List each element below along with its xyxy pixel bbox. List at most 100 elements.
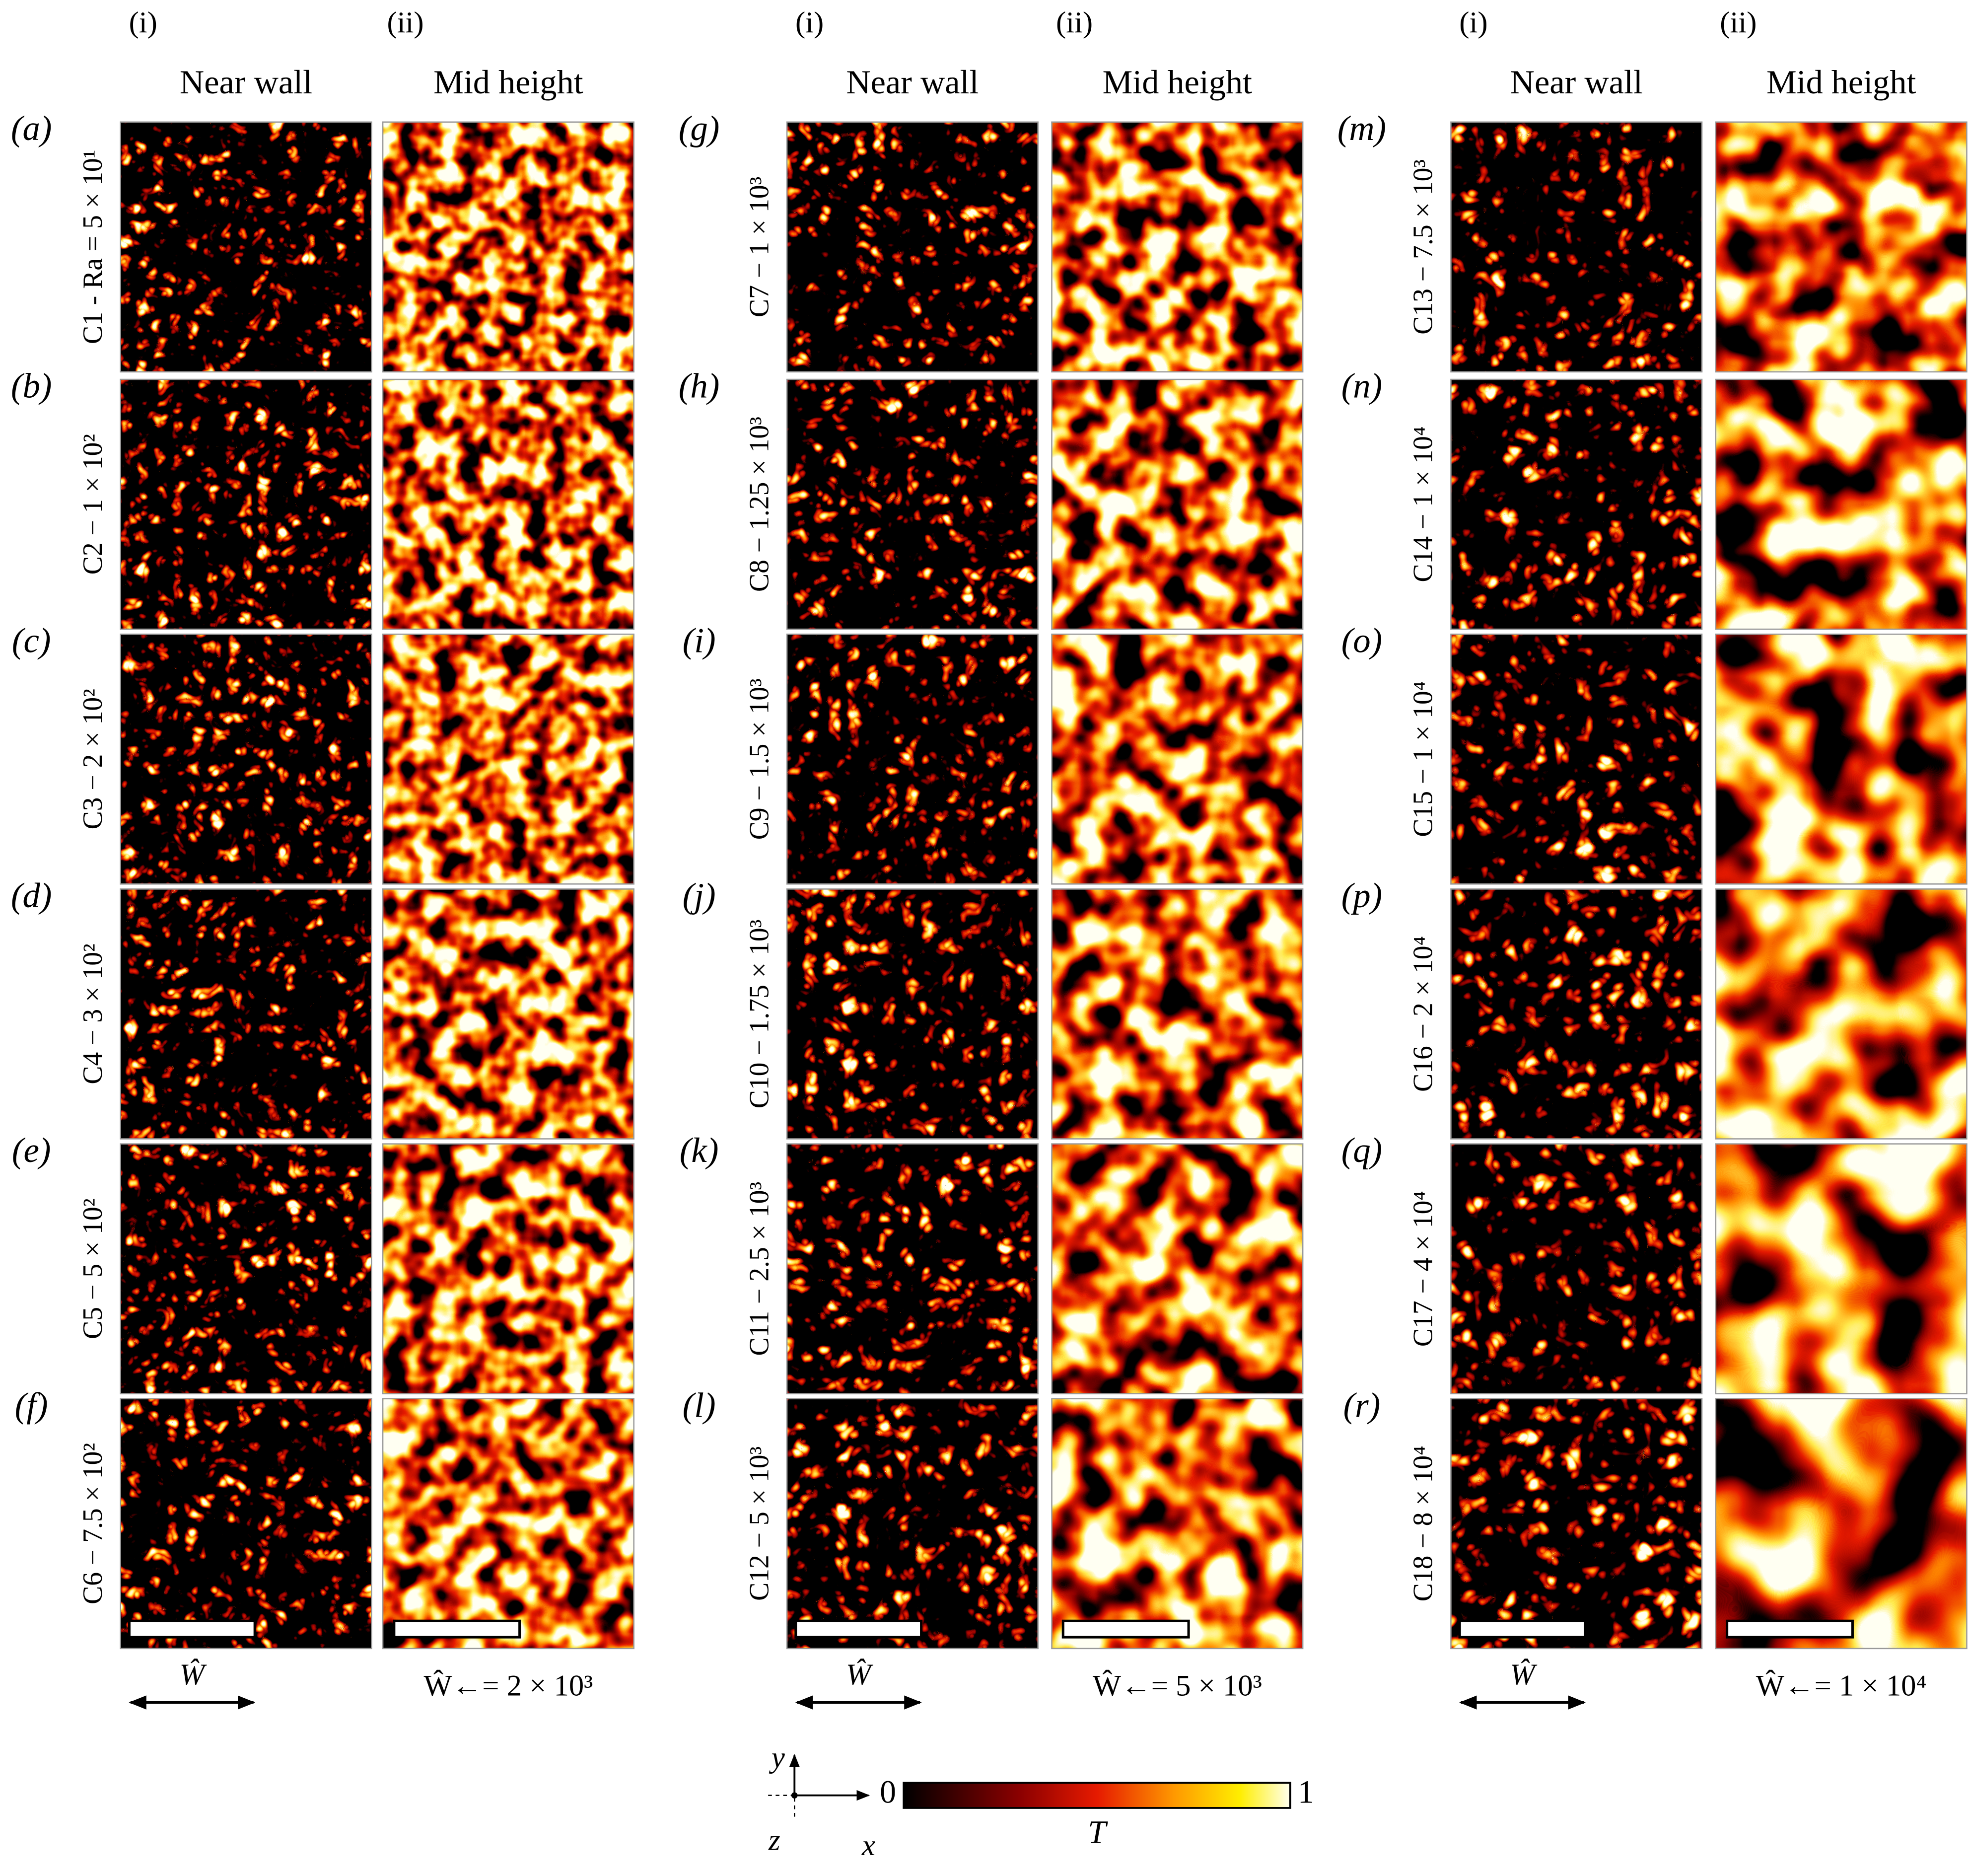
panel-label: (m) [1337, 109, 1386, 148]
axis-label: y [769, 1741, 785, 1774]
column-header: Near wall [180, 63, 312, 101]
column-index: (i) [795, 6, 824, 39]
near-wall-field [787, 379, 1038, 630]
mid-height-field [1715, 634, 1967, 884]
case-label: C5 − 5 × 10² [77, 1198, 108, 1339]
case-label: C17 − 4 × 10⁴ [1408, 1191, 1439, 1347]
near-wall-field [787, 889, 1038, 1139]
near-wall-field [120, 1398, 372, 1649]
scale-symbol: Ŵ [846, 1658, 874, 1691]
case-label: C11 − 2.5 × 10³ [744, 1182, 774, 1356]
axis-label: x [861, 1829, 875, 1862]
panel-label: (e) [12, 1131, 51, 1170]
panel-border [382, 1143, 634, 1394]
panel-border [1450, 121, 1703, 373]
panel-label: (p) [1341, 876, 1383, 915]
case-label: C6 − 7.5 × 10² [77, 1443, 108, 1604]
mid-height-field [383, 122, 634, 372]
near-wall-field [120, 634, 372, 884]
panel-border [786, 888, 1039, 1140]
mid-height-field [1715, 122, 1967, 372]
near-wall-field [120, 379, 372, 630]
panel-border [382, 633, 634, 885]
panel-label: (f) [15, 1386, 48, 1425]
scale-symbol: Ŵ [180, 1658, 208, 1691]
panel-border [1051, 121, 1304, 373]
scale-bar [1726, 1619, 1854, 1639]
mid-height-field [383, 1144, 634, 1394]
axis-label: z [768, 1824, 780, 1857]
panel-border [786, 378, 1039, 630]
case-label: C13 − 7.5 × 10³ [1408, 159, 1439, 335]
colorbar [903, 1782, 1291, 1809]
panel-label: (i) [683, 622, 716, 660]
colorbar-tick-label: 1 [1298, 1774, 1314, 1810]
case-label: C3 − 2 × 10² [77, 689, 108, 829]
panel-label: (d) [11, 876, 52, 915]
column-header: Mid height [1766, 63, 1916, 101]
near-wall-field [1451, 1144, 1702, 1394]
mid-height-field [1052, 1398, 1303, 1649]
column-index: (i) [129, 6, 157, 39]
case-label: C1 - Ra = 5 × 10¹ [77, 150, 108, 344]
panel-border [1450, 1143, 1703, 1394]
near-wall-field [787, 634, 1038, 884]
panel-border [1715, 1398, 1968, 1650]
column-index: (i) [1459, 6, 1487, 39]
panel-border [120, 633, 372, 885]
case-label: C10 − 1.75 × 10³ [744, 920, 774, 1109]
panel-border [1450, 1398, 1703, 1650]
panel-border [786, 1398, 1039, 1650]
colorbar-tick-label: 0 [880, 1774, 896, 1810]
scale-bar [794, 1619, 923, 1639]
panel-label: (c) [12, 622, 51, 660]
case-label: C8 − 1.25 × 10³ [744, 417, 774, 592]
panel-border [382, 1398, 634, 1650]
panel-border [786, 1143, 1039, 1394]
near-wall-field [1451, 1398, 1702, 1649]
near-wall-field [787, 122, 1038, 372]
panel-label: (b) [11, 366, 52, 405]
case-label: C7 − 1 × 10³ [744, 177, 774, 317]
mid-height-field [1052, 1144, 1303, 1394]
case-label: C9 − 1.5 × 10³ [744, 678, 774, 840]
case-label: C16 − 2 × 10⁴ [1408, 936, 1439, 1092]
panel-border [1715, 378, 1968, 630]
mid-height-field [1715, 889, 1967, 1139]
panel-label: (r) [1343, 1386, 1381, 1425]
near-wall-field [1451, 634, 1702, 884]
column-index: (ii) [1056, 6, 1093, 39]
mid-height-field [1052, 122, 1303, 372]
case-label: C18 − 8 × 10⁴ [1408, 1445, 1439, 1601]
panel-border [120, 121, 372, 373]
scale-value: Ŵ←= 5 × 10³ [1093, 1669, 1262, 1703]
mid-height-field [383, 379, 634, 630]
case-label: C15 − 1 × 10⁴ [1408, 681, 1439, 837]
mid-height-field [383, 634, 634, 884]
near-wall-field [1451, 122, 1702, 372]
panel-label: (j) [683, 876, 716, 915]
near-wall-field [1451, 889, 1702, 1139]
mid-height-field [1715, 1398, 1967, 1649]
near-wall-field [1451, 379, 1702, 630]
panel-border [120, 888, 372, 1140]
panel-border [1450, 888, 1703, 1140]
scale-value: Ŵ←= 2 × 10³ [423, 1669, 593, 1703]
panel-label: (h) [679, 366, 720, 405]
panel-border [786, 633, 1039, 885]
column-header: Near wall [1510, 63, 1643, 101]
scale-bar [128, 1619, 256, 1639]
panel-border [382, 121, 634, 373]
panel-label: (a) [11, 109, 52, 148]
scale-bar [1061, 1619, 1190, 1639]
column-header: Mid height [1103, 63, 1252, 101]
column-index: (ii) [387, 6, 424, 39]
mid-height-field [1052, 379, 1303, 630]
panel-border [120, 1398, 372, 1650]
mid-height-field [1052, 634, 1303, 884]
panel-border [1051, 1398, 1304, 1650]
mid-height-field [1715, 379, 1967, 630]
column-header: Near wall [846, 63, 979, 101]
case-label: C14 − 1 × 10⁴ [1408, 427, 1439, 582]
